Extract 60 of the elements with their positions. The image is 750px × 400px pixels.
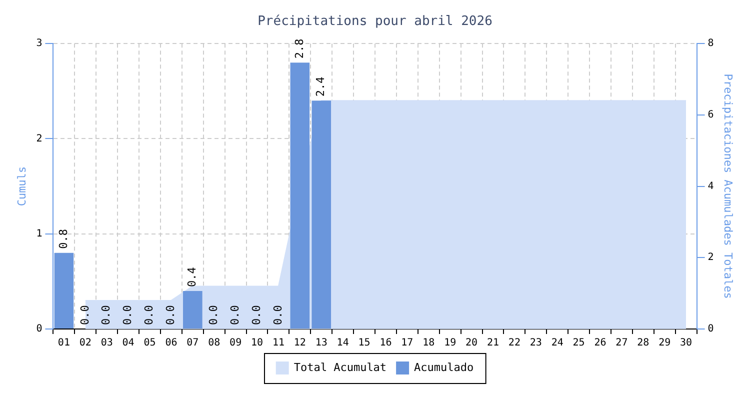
x-tick-label: 04 — [122, 338, 134, 349]
x-tick-label: 07 — [186, 338, 199, 349]
data-label: 0.0 — [142, 305, 156, 325]
x-tick-label: 14 — [336, 338, 349, 349]
y-axis-title: Cumuls — [15, 166, 28, 206]
x-tick-label: 21 — [486, 338, 500, 349]
y2-tick-label: 0 — [708, 324, 714, 335]
y2-axis-title: Precipitaciones Acumulades Totales — [722, 74, 735, 299]
x-tick-label: 28 — [637, 338, 650, 349]
data-label: 0.4 — [186, 266, 199, 287]
x-tick-label: 25 — [572, 338, 585, 349]
x-tick-label: 02 — [79, 338, 92, 349]
x-tick-label: 30 — [680, 338, 692, 349]
y2-tick-label: 4 — [708, 180, 714, 192]
y-tick-label: 3 — [36, 38, 42, 50]
data-label: 0.0 — [121, 305, 134, 325]
data-label: 2.8 — [292, 38, 306, 59]
data-label: 0.0 — [100, 305, 113, 325]
x-tick-label: 12 — [294, 338, 306, 349]
data-label: 0.0 — [271, 305, 284, 325]
x-tick-label: 10 — [250, 338, 264, 349]
x-tick-label: 26 — [594, 338, 606, 349]
x-tick-label: 27 — [616, 338, 628, 349]
x-tick-label: 19 — [444, 338, 456, 349]
data-label: 2.4 — [314, 76, 328, 97]
legend-label: Acumulado — [414, 360, 474, 374]
x-tick-label: 16 — [380, 338, 392, 349]
x-tick-label: 22 — [508, 338, 520, 349]
x-tick-label: 24 — [551, 338, 564, 349]
x-tick-label: 15 — [358, 338, 370, 349]
x-tick-label: 17 — [401, 338, 414, 349]
x-tick-label: 11 — [272, 338, 284, 349]
x-tick-label: 05 — [144, 338, 156, 349]
data-label: 0.0 — [164, 305, 178, 325]
y-tick-label: 2 — [36, 133, 42, 144]
data-label: 0.0 — [228, 305, 242, 325]
x-tick-label: 29 — [658, 338, 671, 349]
x-tick-label: 18 — [422, 338, 435, 349]
bar — [312, 100, 332, 328]
data-label: 0.8 — [56, 229, 70, 249]
x-tick-label: 20 — [466, 338, 478, 349]
x-tick-label: 23 — [530, 338, 542, 349]
chart-title: Précipitations pour abril 2026 — [258, 14, 492, 30]
bar — [183, 290, 202, 328]
x-tick-label: 13 — [315, 338, 328, 349]
data-label: 0.0 — [250, 305, 263, 325]
y2-tick-label: 2 — [708, 252, 714, 264]
x-tick-label: 03 — [100, 338, 113, 349]
bar — [290, 62, 310, 328]
x-tick-label: 06 — [165, 338, 178, 349]
x-tick-label: 09 — [230, 338, 242, 349]
legend-label: Total Acumulat — [294, 360, 387, 374]
y-tick-label: 0 — [36, 324, 42, 335]
x-tick-label: 08 — [208, 338, 220, 349]
data-label: 0.0 — [78, 305, 92, 325]
data-label: 0.0 — [206, 305, 220, 325]
x-tick-label: 01 — [58, 338, 70, 349]
y-tick-label: 1 — [36, 228, 42, 240]
y2-tick-label: 8 — [708, 38, 714, 50]
y2-tick-label: 6 — [708, 110, 714, 121]
